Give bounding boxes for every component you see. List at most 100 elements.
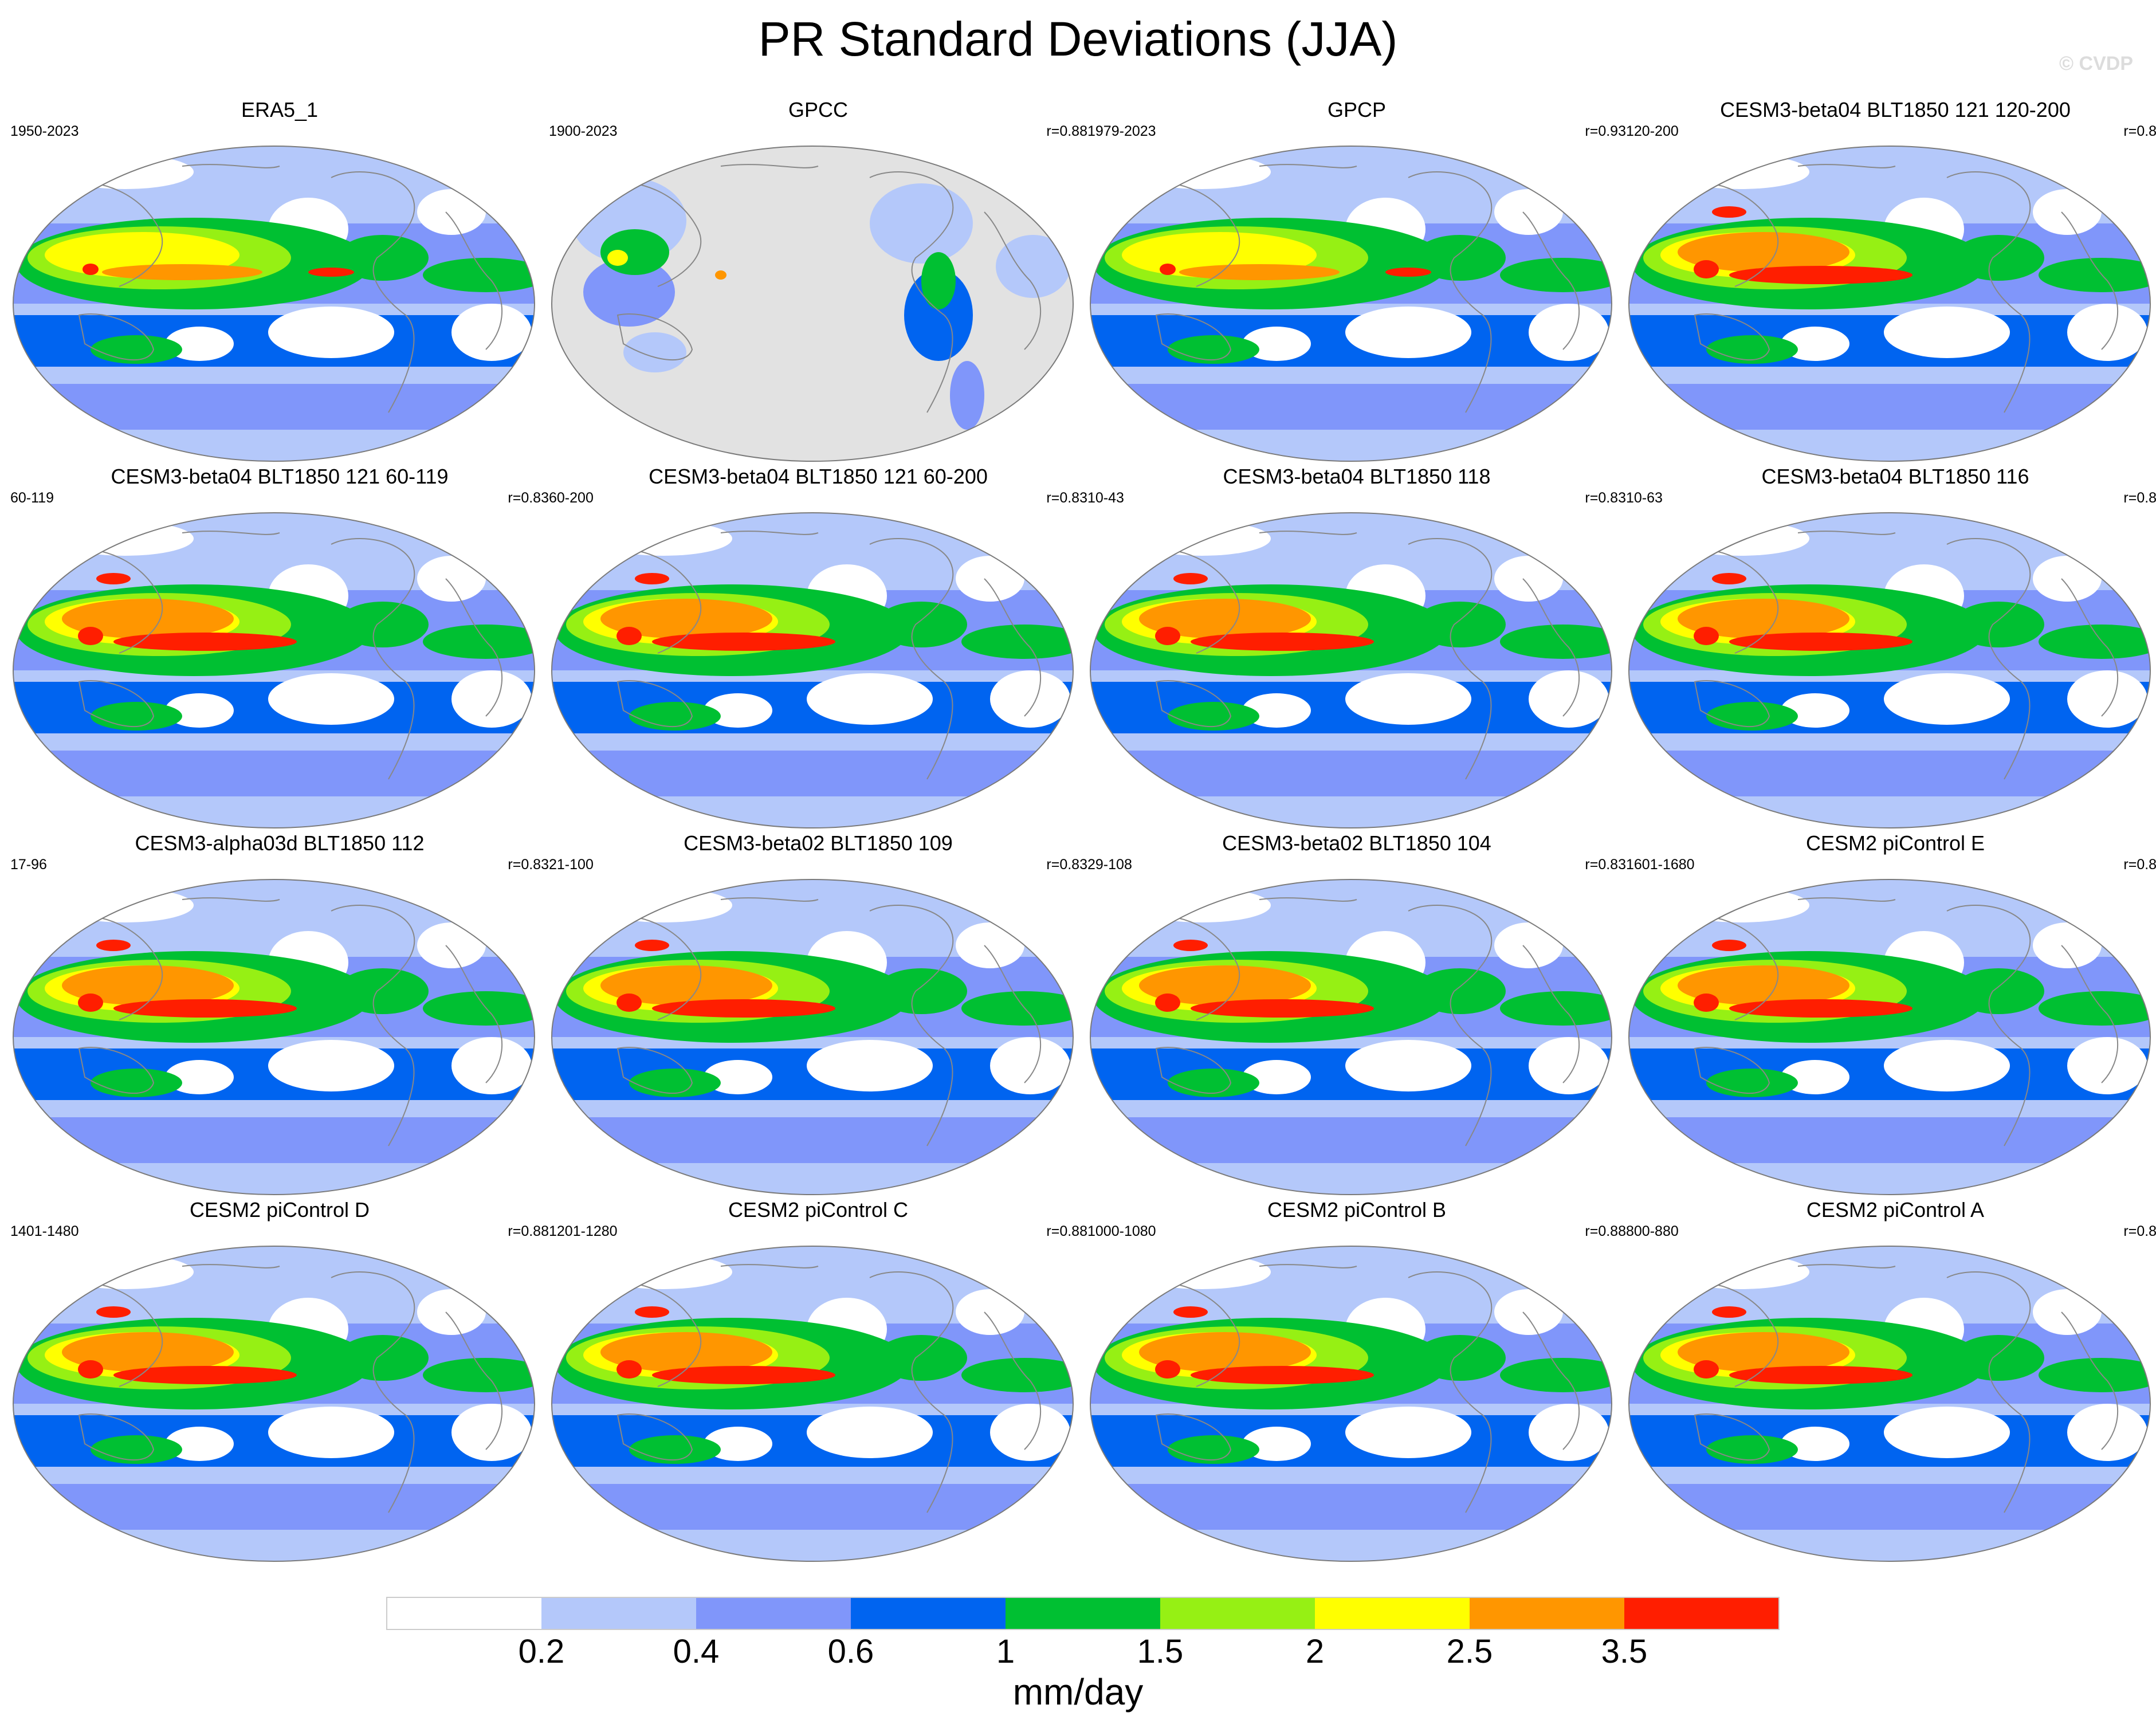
coastline-3 <box>1522 945 1580 1083</box>
coastline-4 <box>1797 1264 1896 1269</box>
coastline-0 <box>331 171 415 413</box>
panel-title: CESM3-beta04 BLT1850 121 60-200 <box>649 465 988 488</box>
coastline-3 <box>2061 1311 2119 1450</box>
colorbar-swatch <box>1160 1597 1315 1629</box>
coastline-0 <box>869 538 954 780</box>
map-5 <box>551 512 1074 828</box>
map-4 <box>13 512 535 828</box>
panel-pattern-correlation: r=0.88 <box>1046 1223 1087 1239</box>
colorbar-outline <box>386 1597 1780 1630</box>
coastline-0 <box>1408 171 1493 413</box>
panel-title: CESM3-alpha03d BLT1850 112 <box>135 831 425 855</box>
panel-title: CESM3-beta02 BLT1850 104 <box>1222 831 1491 855</box>
panel-map <box>1626 1243 2153 1567</box>
map-11 <box>1628 879 2151 1195</box>
panel-period: 17-96 <box>10 857 47 873</box>
panel-period: 1000-1080 <box>1087 1223 1156 1239</box>
coastline-0 <box>1408 905 1493 1146</box>
cvdp-watermark: © CVDP <box>2059 53 2133 74</box>
map-14 <box>1090 1246 1612 1562</box>
coastline-3 <box>445 945 503 1083</box>
panel-pattern-correlation: r=0.93 <box>1585 123 1626 139</box>
coastline-0 <box>1946 171 2031 413</box>
coastline-2 <box>78 1047 155 1094</box>
map-panel: CESM3-beta02 BLT1850 109 21-100 r=0.83 <box>549 831 1087 1197</box>
panel-period: 10-63 <box>1626 490 1663 506</box>
coastline-2 <box>78 680 155 728</box>
coastline-4 <box>182 531 280 535</box>
panel-pattern-correlation: r=0.88 <box>1046 123 1087 139</box>
panel-pattern-correlation: r=0.89 <box>2123 857 2156 873</box>
colorbar-tick-label: 0.4 <box>673 1633 720 1670</box>
map-panel: CESM3-beta04 BLT1850 121 60-119 60-119 r=0… <box>10 464 549 831</box>
coastline-3 <box>2061 578 2119 717</box>
colorbar-units: mm/day <box>1012 1671 1144 1713</box>
coastline-4 <box>1797 164 1896 168</box>
panel-map <box>1087 877 1615 1200</box>
coastline-2 <box>1155 313 1232 361</box>
coastline-3 <box>445 1311 503 1450</box>
panel-map <box>1626 877 2153 1200</box>
coastline-3 <box>984 1311 1042 1450</box>
coastline-0 <box>1408 1271 1493 1513</box>
panel-pattern-correlation: r=0.84 <box>2123 490 2156 506</box>
map-panel: CESM3-beta02 BLT1850 104 29-108 r=0.83 <box>1087 831 1626 1197</box>
map-3 <box>1628 146 2151 462</box>
panel-map <box>10 1243 537 1567</box>
coastline-2 <box>1694 313 1770 361</box>
coastline-4 <box>1259 897 1357 902</box>
panel-period: 10-43 <box>1087 490 1124 506</box>
coastline-0 <box>1946 1271 2031 1513</box>
map-9 <box>551 879 1074 1195</box>
panel-title: CESM3-beta04 BLT1850 116 <box>1761 465 2029 488</box>
panel-period: 60-200 <box>549 490 594 506</box>
coastline-4 <box>720 897 819 902</box>
map-13 <box>551 1246 1074 1562</box>
coastline-4 <box>720 164 819 168</box>
map-2 <box>1090 146 1612 462</box>
panel-period: 60-119 <box>10 490 54 506</box>
map-panel: GPCC 1900-2023 r=0.88 <box>549 97 1087 464</box>
panel-map <box>549 1243 1076 1567</box>
panel-pattern-correlation: r=0.83 <box>1585 857 1626 873</box>
coastline-3 <box>1522 1311 1580 1450</box>
coastline-4 <box>182 1264 280 1269</box>
panel-map <box>549 510 1076 834</box>
coastline-0 <box>1946 905 2031 1146</box>
coastline-0 <box>1408 538 1493 780</box>
coastline-4 <box>182 164 280 168</box>
map-7 <box>1628 512 2151 828</box>
coastline-2 <box>1155 680 1232 728</box>
map-8 <box>13 879 535 1195</box>
panel-period: 1900-2023 <box>549 123 618 139</box>
panel-period: 1201-1280 <box>549 1223 618 1239</box>
map-panel: ERA5_1 1950-2023 <box>10 97 549 464</box>
map-panel: CESM2 piControl C 1201-1280 r=0.88 <box>549 1197 1087 1564</box>
colorbar-tick-label: 3.5 <box>1601 1633 1648 1670</box>
coastline-3 <box>984 578 1042 717</box>
coastline-4 <box>720 1264 819 1269</box>
panel-pattern-correlation: r=0.89 <box>2123 1223 2156 1239</box>
panel-period: 1401-1480 <box>10 1223 79 1239</box>
map-1 <box>551 146 1074 462</box>
coastline-4 <box>1259 531 1357 535</box>
panel-map <box>10 877 537 1200</box>
panel-title: ERA5_1 <box>241 98 319 121</box>
colorbar-swatch <box>696 1597 851 1629</box>
panel-title: CESM2 piControl C <box>728 1198 909 1222</box>
coastline-0 <box>1946 538 2031 780</box>
panel-period: 21-100 <box>549 857 594 873</box>
map-panel: CESM3-beta04 BLT1850 116 10-63 r=0.84 <box>1626 464 2156 831</box>
colorbar-swatch <box>1006 1597 1160 1629</box>
coastline-2 <box>1694 1047 1770 1094</box>
panel-map <box>10 143 537 467</box>
colorbar-swatch <box>1470 1597 1624 1629</box>
panel-title: CESM2 piControl A <box>1806 1198 1985 1222</box>
panel-map <box>1087 510 1615 834</box>
coastline-2 <box>1155 1413 1232 1461</box>
colorbar-swatch <box>851 1597 1006 1629</box>
panel-map <box>549 143 1076 467</box>
panel-title: CESM2 piControl B <box>1267 1198 1447 1222</box>
map-10 <box>1090 879 1612 1195</box>
colorbar-tick-label: 1 <box>996 1633 1015 1670</box>
